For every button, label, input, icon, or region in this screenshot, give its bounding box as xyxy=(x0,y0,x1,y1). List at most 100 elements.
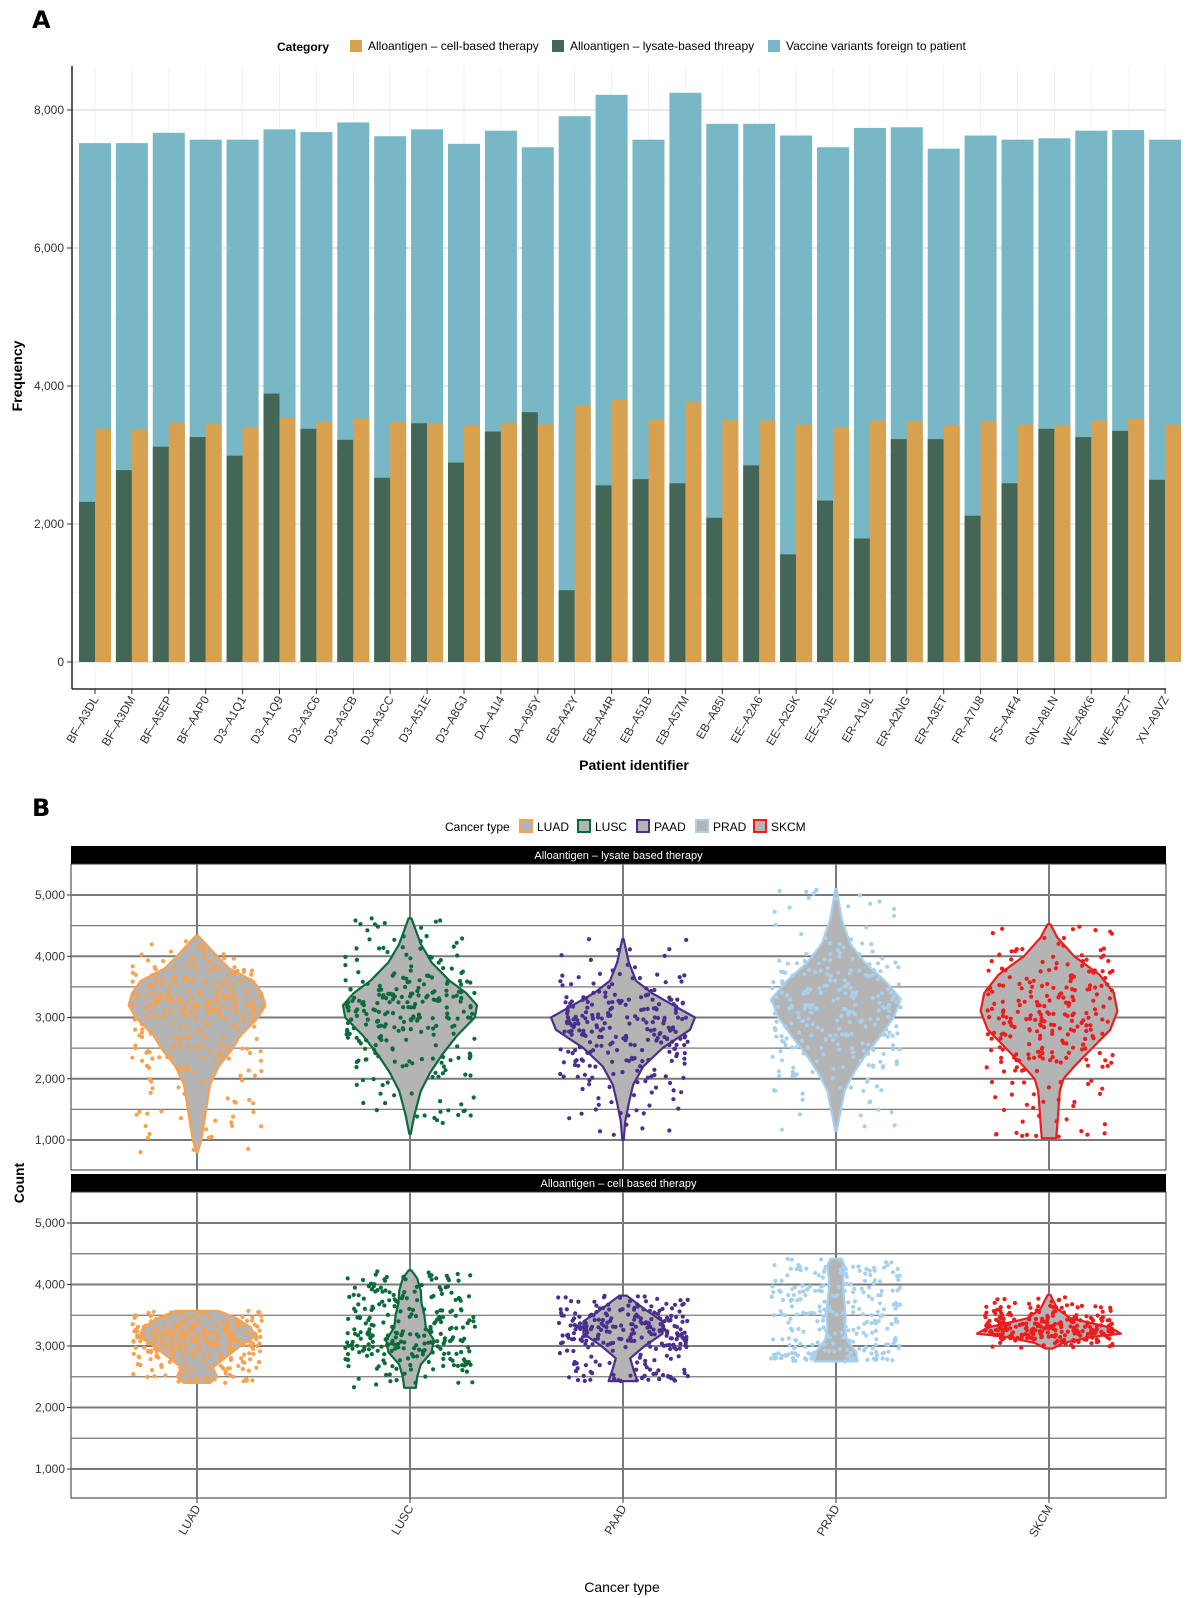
data-point xyxy=(1059,1305,1064,1310)
data-point xyxy=(144,1063,149,1068)
data-point xyxy=(1000,1327,1005,1332)
data-point xyxy=(1037,1003,1042,1008)
data-point xyxy=(466,1345,471,1350)
data-point xyxy=(675,1015,681,1020)
data-point xyxy=(873,1328,879,1333)
data-point xyxy=(557,1351,563,1356)
data-point xyxy=(408,1027,413,1032)
data-point xyxy=(568,1323,573,1328)
data-point xyxy=(158,1332,163,1337)
data-point xyxy=(404,1037,409,1042)
data-point xyxy=(438,1331,443,1336)
data-point xyxy=(872,1022,877,1027)
data-point xyxy=(789,1005,795,1010)
data-point xyxy=(468,1273,473,1278)
data-point xyxy=(784,1353,789,1358)
data-point xyxy=(664,1353,670,1358)
data-point xyxy=(251,1101,256,1106)
data-point xyxy=(583,1320,588,1325)
data-point xyxy=(441,1356,446,1361)
data-point xyxy=(347,1294,352,1299)
data-point xyxy=(857,893,863,898)
bar-lysate-BF–AAP0 xyxy=(189,437,206,662)
data-point xyxy=(207,1353,212,1358)
data-point xyxy=(246,1368,251,1373)
data-point xyxy=(148,1031,153,1036)
data-point xyxy=(176,1085,181,1090)
data-point xyxy=(579,1338,585,1343)
data-point xyxy=(189,957,194,962)
data-point xyxy=(438,1099,443,1104)
data-point xyxy=(879,991,885,996)
data-point xyxy=(813,1270,818,1276)
bar-cell-WE–A8K6 xyxy=(1091,420,1108,662)
data-point xyxy=(133,1027,138,1032)
data-point xyxy=(1050,1028,1055,1033)
data-point xyxy=(200,1080,205,1085)
data-point xyxy=(848,1358,853,1363)
data-point xyxy=(672,1302,678,1307)
data-point xyxy=(198,992,203,997)
data-point xyxy=(455,1363,460,1368)
data-point xyxy=(1097,1091,1103,1096)
data-point xyxy=(148,1314,153,1319)
data-point xyxy=(848,1085,854,1090)
data-point xyxy=(586,1345,591,1350)
data-point xyxy=(380,1299,385,1304)
data-point xyxy=(1054,1059,1059,1064)
data-point xyxy=(656,1368,661,1373)
data-point xyxy=(827,1348,832,1353)
data-point xyxy=(133,1345,138,1350)
data-point xyxy=(399,1339,404,1344)
data-point xyxy=(456,1278,461,1283)
data-point xyxy=(671,1377,677,1382)
data-point xyxy=(1056,941,1061,946)
data-point xyxy=(805,1287,810,1292)
data-point xyxy=(420,999,425,1004)
bar-lysate-D3–A8GJ xyxy=(448,462,464,662)
data-point xyxy=(1056,1134,1061,1139)
data-point xyxy=(843,1324,848,1329)
data-point xyxy=(408,1332,413,1337)
data-point xyxy=(682,1056,687,1061)
x-tick-label: GN–A8LN xyxy=(1022,694,1061,748)
data-point xyxy=(234,1009,239,1015)
data-point xyxy=(250,1318,255,1323)
data-point xyxy=(623,1345,628,1350)
data-point xyxy=(1019,986,1024,991)
data-point xyxy=(259,1313,264,1318)
data-point xyxy=(195,1376,200,1381)
data-point xyxy=(177,1000,182,1006)
data-point xyxy=(674,1042,679,1047)
data-point xyxy=(650,1020,655,1025)
data-point xyxy=(634,1378,639,1383)
data-point xyxy=(1006,1312,1011,1317)
bar-lysate-ER–A2NG xyxy=(890,439,907,662)
data-point xyxy=(254,1365,259,1370)
bar-lysate-ER–A19L xyxy=(853,538,870,662)
data-point xyxy=(627,1021,632,1026)
data-point xyxy=(578,1321,583,1326)
data-point xyxy=(178,1371,183,1376)
data-point xyxy=(796,1326,801,1331)
data-point xyxy=(596,1317,601,1322)
data-point xyxy=(346,1364,351,1369)
data-point xyxy=(177,1043,182,1048)
data-point xyxy=(1047,968,1052,973)
data-point xyxy=(149,1331,154,1336)
data-point xyxy=(837,942,843,947)
data-point xyxy=(575,1074,580,1079)
data-point xyxy=(422,1341,427,1346)
data-point xyxy=(254,1036,259,1042)
data-point xyxy=(160,1341,165,1346)
data-point xyxy=(801,1329,806,1334)
data-point xyxy=(990,989,995,994)
data-point xyxy=(875,1309,880,1314)
data-point xyxy=(391,1292,396,1298)
data-point xyxy=(802,1006,807,1011)
data-point xyxy=(201,1358,207,1363)
data-point xyxy=(852,1299,858,1304)
data-point xyxy=(131,1351,136,1356)
data-point xyxy=(381,1320,386,1325)
data-point xyxy=(248,1012,253,1017)
